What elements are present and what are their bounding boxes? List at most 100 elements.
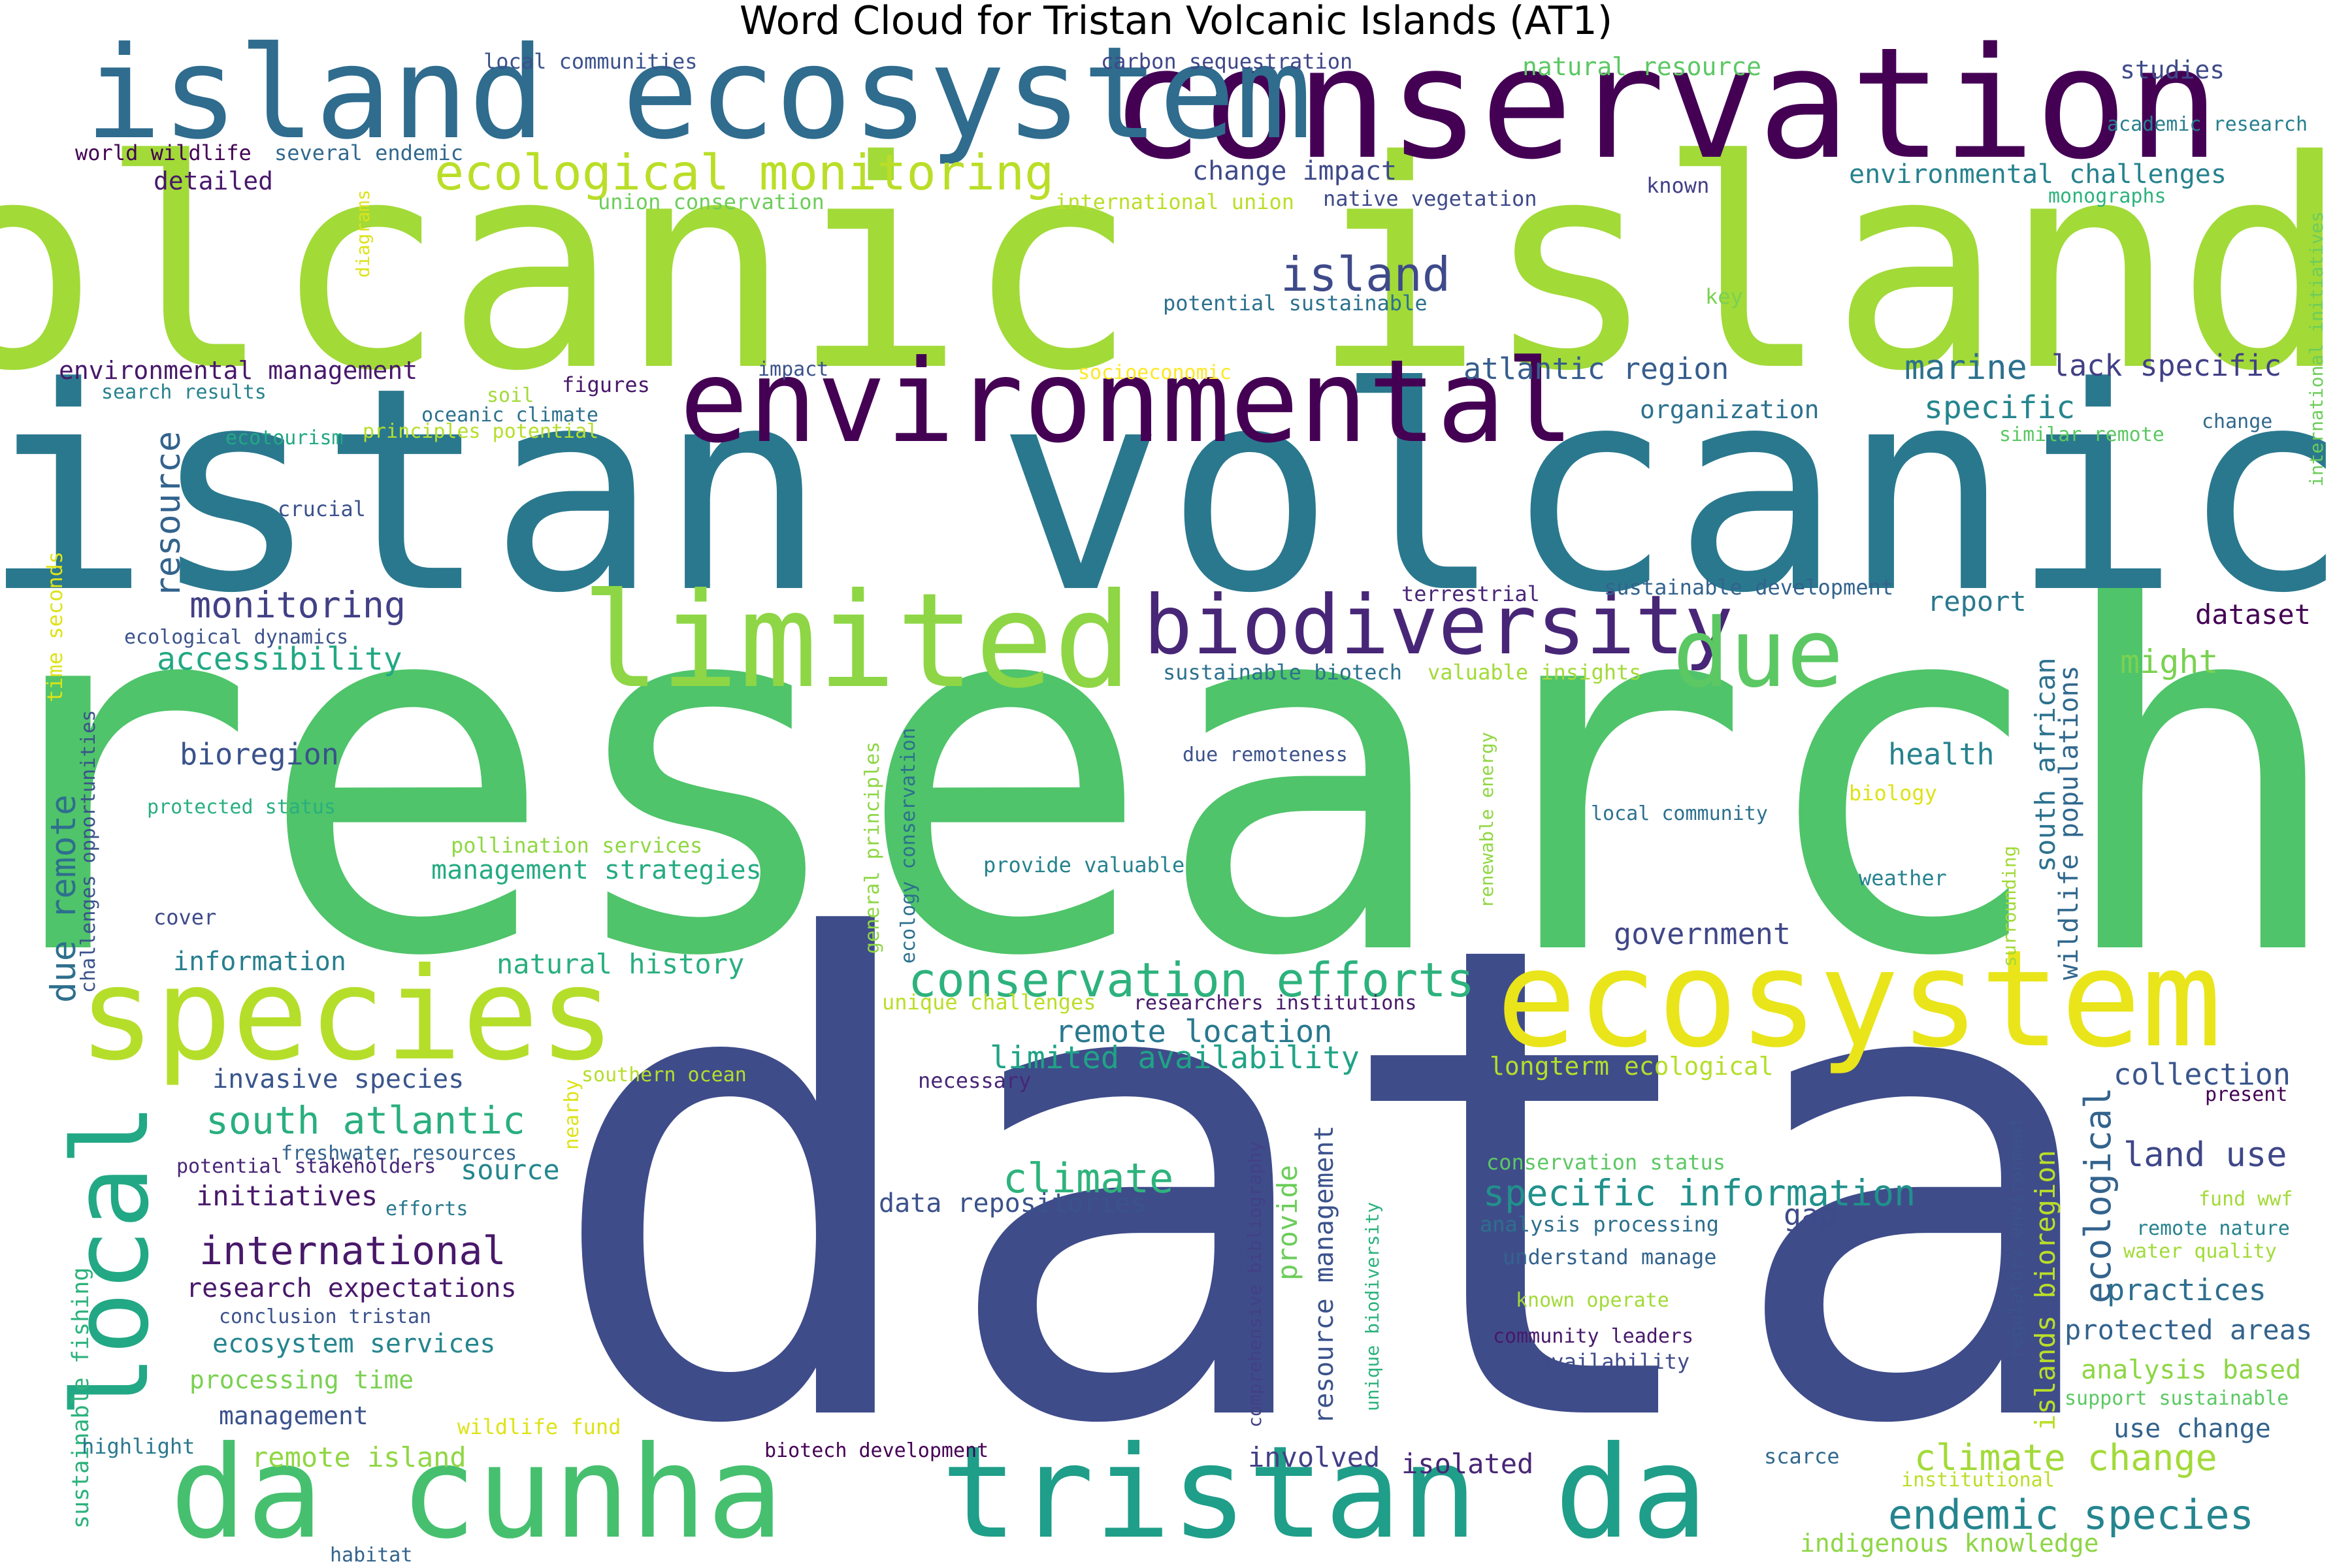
word-resource-management: resource management (1309, 1125, 1339, 1424)
word-natural-history: natural history (497, 948, 744, 980)
word-international-initiatives: international initiatives (2306, 212, 2327, 487)
word-figures: figures (562, 372, 650, 397)
word-island-ecosystem: island ecosystem (85, 19, 1312, 167)
word-ecology-conservation: ecology conservation (897, 728, 920, 964)
word-government: government (1614, 917, 1791, 951)
word-understand-manage: understand manage (1503, 1245, 1717, 1269)
word-conservation-status: conservation status (1486, 1150, 1725, 1175)
word-tristan-volcanic: tristan volcanic (0, 328, 2349, 655)
word-surrounding: surrounding (1999, 846, 2020, 967)
word-terrestrial: terrestrial (1401, 581, 1540, 606)
word-gap: gap (1784, 1198, 1837, 1232)
word-nearby: nearby (561, 1079, 583, 1150)
word-wildlife-fund: wildlife fund (457, 1414, 621, 1439)
word-carbon-sequestration: carbon sequestration (1101, 49, 1352, 74)
word-comprehensive-bibliography: comprehensive bibliography (1244, 1141, 1266, 1428)
word-ecological: ecological (2077, 1087, 2119, 1303)
word-climate-change: climate change (1914, 1437, 2217, 1478)
word-management-strategies: management strategies (431, 855, 762, 885)
word-fund-wwf: fund wwf (2198, 1188, 2293, 1211)
word-unique-biodiversity: unique biodiversity (1362, 1202, 1383, 1411)
word-organization: organization (1640, 395, 1820, 424)
word-impact: impact (758, 358, 828, 381)
word-institutional: institutional (1901, 1469, 2055, 1492)
word-present: present (2205, 1083, 2287, 1106)
word-due-remote: due remote (44, 794, 84, 1003)
word-indigenous-knowledge: indigenous knowledge (1800, 1529, 2099, 1558)
word-diagrams: diagrams (352, 189, 374, 278)
word-soil: soil (487, 384, 534, 407)
word-availability: availability (1539, 1349, 1690, 1374)
word-sustainable-biotech: sustainable biotech (1163, 660, 1402, 685)
word-dataset: dataset (2195, 598, 2311, 630)
word-protected-areas: protected areas (2065, 1314, 2312, 1346)
word-potential-sustainable: potential sustainable (1163, 291, 1428, 316)
word-species: species (78, 940, 615, 1088)
word-wildlife-populations: wildlife populations (2054, 665, 2084, 980)
word-natural-resource: natural resource (1522, 52, 1761, 81)
word-biotech-development: biotech development (764, 1439, 988, 1462)
word-conservation: conservation (1111, 15, 2220, 193)
word-pollination-services: pollination services (451, 833, 702, 858)
word-efforts: efforts (385, 1198, 468, 1220)
word-tristan-da: tristan da (941, 1418, 1708, 1567)
word-ecosystem: ecosystem (1496, 922, 2222, 1077)
word-local-community: local community (1591, 802, 1768, 825)
word-due-remoteness: due remoteness (1183, 743, 1348, 766)
word-analysis-processing: analysis processing (1480, 1212, 1719, 1237)
word-time-seconds: time seconds (42, 551, 67, 702)
word-ecotourism: ecotourism (225, 427, 344, 449)
word-renewable-energy: renewable energy (1476, 732, 1497, 908)
word-processing-time: processing time (189, 1365, 414, 1394)
word-local-communities: local communities (483, 49, 698, 74)
word-union-conservation: union conservation (598, 189, 825, 214)
word-resource: resource (148, 431, 188, 598)
word-bioregion: bioregion (180, 737, 339, 772)
word-south-atlantic: south atlantic (206, 1098, 525, 1143)
word-accessibility: accessibility (157, 641, 402, 678)
word-island: island (1281, 247, 1450, 302)
word-international: international (199, 1228, 506, 1274)
word-limited-availability: limited availability (990, 1040, 1360, 1076)
word-conclusion-tristan: conclusion tristan (219, 1305, 431, 1328)
word-management: management (219, 1401, 368, 1430)
word-provide: provide (1271, 1165, 1303, 1281)
word-crucial: crucial (278, 497, 366, 521)
word-water-quality: water quality (2123, 1240, 2277, 1263)
word-ecosystem-services: ecosystem services (212, 1329, 495, 1359)
word-necessary: necessary (918, 1068, 1031, 1093)
word-highlight: highlight (82, 1434, 195, 1459)
word-volcanic-island: volcanic island (0, 99, 2349, 434)
word-monographs: monographs (2048, 185, 2166, 208)
word-report: report (1927, 585, 2027, 617)
word-scarce: scarce (1764, 1444, 1840, 1469)
word-environmental-challenges: environmental challenges (1849, 159, 2227, 189)
word-change: change (2202, 410, 2272, 433)
word-regulatory-environment: regulatory environment (2005, 1117, 2027, 1359)
word-native-vegetation: native vegetation (1323, 186, 1537, 211)
word-international-union: international union (1055, 189, 1294, 214)
word-limited: limited (581, 565, 1132, 717)
word-several-endemic: several endemic (274, 140, 463, 165)
word-remote-nature: remote nature (2136, 1217, 2290, 1240)
word-biodiversity: biodiversity (1143, 578, 1733, 673)
word-atlantic-region: atlantic region (1463, 351, 1729, 386)
word-source: source (461, 1154, 560, 1186)
word-lack-specific: lack specific (2051, 348, 2281, 383)
word-local: local (50, 1103, 172, 1418)
word-biology: biology (1849, 781, 1937, 806)
word-isolated: isolated (1401, 1448, 1533, 1480)
word-habitat: habitat (330, 1544, 412, 1567)
word-community-leaders: community leaders (1493, 1325, 1693, 1348)
word-data-repositories: data repositories (879, 1188, 1146, 1218)
word-principles-potential: principles potential (363, 420, 598, 443)
word-environmental-management: environmental management (59, 356, 417, 385)
word-invasive-species: invasive species (212, 1064, 464, 1094)
word-researchers-institutions: researchers institutions (1134, 992, 1416, 1015)
word-challenges-opportunities: challenges opportunities (77, 710, 100, 993)
word-collection: collection (2114, 1057, 2291, 1092)
word-valuable-insights: valuable insights (1428, 660, 1642, 685)
word-health: health (1888, 737, 1995, 772)
word-world-wildlife: world wildlife (75, 140, 252, 165)
